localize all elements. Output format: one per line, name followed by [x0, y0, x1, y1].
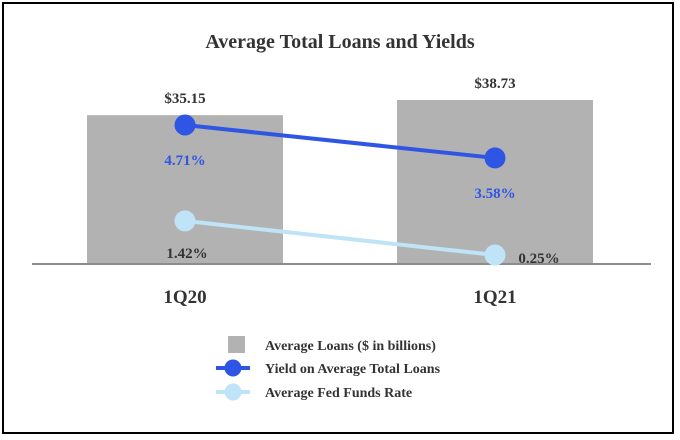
bar-value-label: $35.15	[164, 91, 205, 107]
legend-label: Average Fed Funds Rate	[265, 386, 412, 401]
legend: Average Loans ($ in billions) Yield on Av…	[216, 336, 441, 401]
legend-label: Average Loans ($ in billions)	[265, 339, 436, 354]
series-point-fed-funds	[174, 210, 196, 232]
x-tick-label: 1Q21	[473, 287, 516, 308]
series-data-label: 0.25%	[518, 251, 559, 267]
legend-swatch-marker	[224, 383, 242, 401]
legend-label: Yield on Average Total Loans	[265, 362, 441, 377]
series-data-label: 1.42%	[166, 246, 207, 262]
chart-title: Average Total Loans and Yields	[205, 31, 475, 53]
series-data-label: 3.58%	[474, 186, 515, 202]
series-point-yield	[484, 147, 506, 169]
legend-swatch-bar	[228, 336, 245, 353]
bar-value-label: $38.73	[474, 76, 515, 92]
series-point-fed-funds	[484, 244, 506, 266]
bar-1q20	[87, 115, 283, 265]
series-point-yield	[174, 114, 196, 136]
lines-layer	[174, 114, 506, 266]
series-data-label: 4.71%	[164, 153, 205, 169]
series-line-yield	[183, 123, 497, 160]
labels-layer: $35.15 $38.73 1Q20 1Q21 4.71% 3.58% 1.42% 0.25%	[163, 76, 559, 308]
series-line-fed-funds	[183, 218, 497, 257]
x-tick-label: 1Q20	[163, 287, 206, 308]
bar-1q21	[397, 100, 593, 264]
legend-swatch-marker	[224, 359, 242, 377]
bars-layer	[87, 100, 593, 265]
